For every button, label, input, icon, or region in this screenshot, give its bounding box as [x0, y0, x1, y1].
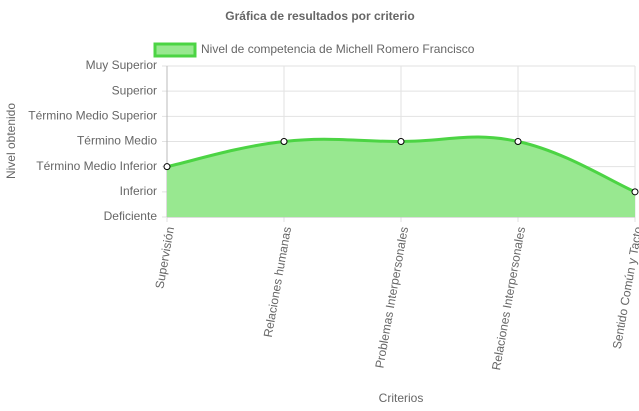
- point: [631, 188, 639, 196]
- y-tick-label: Término Medio: [77, 134, 157, 148]
- x-axis-title: Criterios: [379, 391, 424, 405]
- y-tick-label: Muy Superior: [86, 58, 157, 72]
- point: [514, 138, 522, 145]
- legend-swatch: [153, 42, 197, 58]
- point: [397, 138, 405, 145]
- y-tick-label: Superior: [112, 83, 157, 97]
- x-tick-label: Problemas Interpersonales: [372, 226, 411, 370]
- chart-title: Gráfica de resultados por criterio: [225, 9, 414, 23]
- y-tick-label: Término Medio Inferior: [36, 159, 157, 173]
- x-tick-label: Relaciones Interpersonales: [489, 226, 528, 372]
- y-tick-label: Inferior: [120, 184, 157, 198]
- x-tick-label: Supervisión: [152, 226, 177, 290]
- point: [163, 163, 171, 171]
- y-axis-title: Nivel obtenido: [4, 103, 18, 179]
- x-tick-label: Relaciones humanas: [261, 226, 294, 339]
- x-tick-label: Sentido Común y Tacto: [610, 225, 639, 350]
- y-tick-label: Deficiente: [104, 209, 158, 223]
- y-tick-label: Término Medio Superior: [28, 109, 157, 123]
- legend-label: Nivel de competencia de Michell Romero F…: [201, 42, 475, 56]
- area: [167, 137, 635, 217]
- point: [280, 138, 288, 145]
